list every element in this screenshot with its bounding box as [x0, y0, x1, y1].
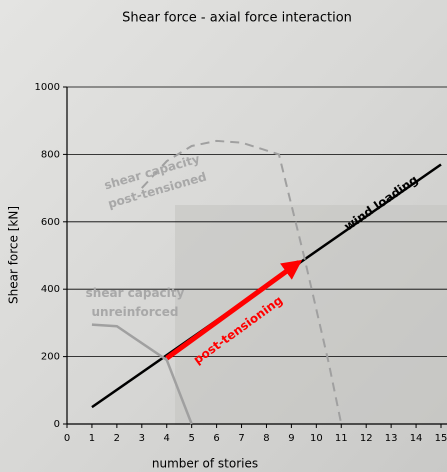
x-tick-label: 6 [213, 433, 219, 444]
x-tick-label: 8 [263, 433, 269, 444]
series-label-line: shear capacity [86, 286, 185, 300]
background-panel [175, 205, 447, 425]
x-tick-label: 11 [335, 433, 348, 444]
x-tick-label: 7 [238, 433, 244, 444]
x-tick-label: 9 [288, 433, 294, 444]
x-tick-label: 2 [114, 433, 120, 444]
x-tick-label: 5 [188, 433, 194, 444]
x-tick-label: 4 [164, 433, 170, 444]
x-tick-label: 3 [139, 433, 145, 444]
y-axis-label: Shear force [kN] [7, 206, 21, 304]
x-tick-label: 10 [310, 433, 323, 444]
x-tick-label: 12 [360, 433, 373, 444]
chart-title: Shear force - axial force interaction [122, 11, 352, 26]
y-tick-label: 600 [41, 217, 60, 228]
x-tick-label: 15 [435, 433, 447, 444]
series-label-line: unreinforced [91, 305, 178, 319]
y-tick-label: 0 [54, 419, 60, 430]
x-tick-label: 14 [410, 433, 423, 444]
x-tick-label: 1 [89, 433, 95, 444]
x-tick-label: 0 [64, 433, 70, 444]
x-tick-label: 13 [385, 433, 398, 444]
x-axis-label: number of stories [152, 457, 258, 471]
chart: Shear force - axial force interaction nu… [0, 0, 447, 472]
y-tick-label: 1000 [35, 82, 60, 93]
y-tick-label: 800 [41, 149, 60, 160]
y-tick-label: 200 [41, 352, 60, 363]
y-tick-label: 400 [41, 284, 60, 295]
